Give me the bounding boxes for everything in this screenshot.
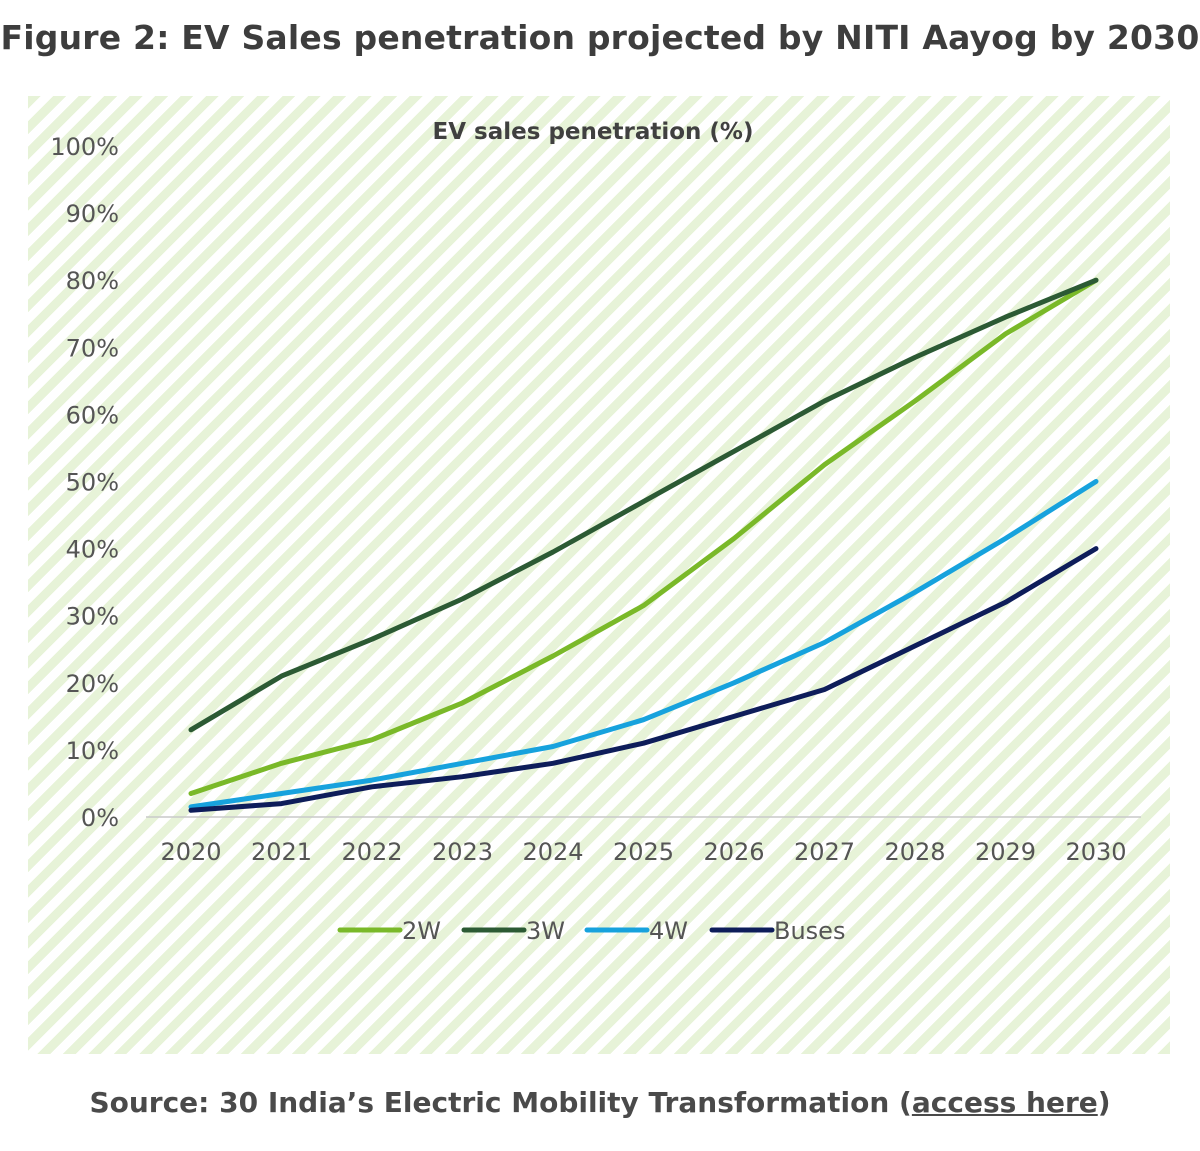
y-tick-label: 0% <box>81 804 119 832</box>
legend-label-3w: 3W <box>526 917 565 945</box>
y-tick-label: 100% <box>50 133 119 161</box>
x-tick-label: 2030 <box>1065 838 1126 866</box>
source-text: Source: 30 India’s Electric Mobility Tra… <box>89 1086 912 1119</box>
legend-label-buses: Buses <box>774 917 845 945</box>
y-tick-label: 50% <box>66 469 119 497</box>
x-tick-label: 2020 <box>160 838 221 866</box>
y-tick-label: 10% <box>66 737 119 765</box>
x-tick-label: 2028 <box>884 838 945 866</box>
y-tick-label: 70% <box>66 334 119 362</box>
x-tick-label: 2024 <box>522 838 583 866</box>
x-tick-label: 2021 <box>251 838 312 866</box>
series-lines <box>188 277 1099 813</box>
y-tick-label: 60% <box>66 401 119 429</box>
chart-panel <box>28 96 1170 1054</box>
x-tick-label: 2023 <box>432 838 493 866</box>
legend: 2W 3W 4W Buses <box>337 917 845 945</box>
legend-label-4w: 4W <box>649 917 688 945</box>
x-tick-label: 2027 <box>794 838 855 866</box>
y-tick-label: 20% <box>66 670 119 698</box>
x-tick-label: 2022 <box>341 838 402 866</box>
series-line-2w <box>188 277 1099 796</box>
source-closing-paren: ) <box>1097 1086 1111 1119</box>
x-tick-label: 2025 <box>613 838 674 866</box>
x-tick-label: 2026 <box>703 838 764 866</box>
y-tick-label: 30% <box>66 603 119 631</box>
y-tick-label: 80% <box>66 267 119 295</box>
legend-label-2w: 2W <box>402 917 441 945</box>
series-line-4w <box>188 479 1099 810</box>
access-here-link[interactable]: access here <box>911 1086 1098 1119</box>
figure-title: Figure 2: EV Sales penetration projected… <box>0 18 1200 57</box>
chart-title: EV sales penetration (%) <box>433 119 754 145</box>
y-tick-label: 90% <box>66 200 119 228</box>
series-line-3w <box>188 277 1099 733</box>
source-caption: Source: 30 India’s Electric Mobility Tra… <box>0 1086 1200 1119</box>
y-tick-label: 40% <box>66 536 119 564</box>
y-axis-ticks: 0% 10% 20% 30% 40% 50% 60% 70% 80% 90% 100% <box>50 133 119 832</box>
x-tick-label: 2029 <box>975 838 1036 866</box>
x-axis-ticks: 2020 2021 2022 2023 2024 2025 2026 2027 2028 2029… <box>160 838 1126 866</box>
series-line-buses <box>188 546 1099 813</box>
